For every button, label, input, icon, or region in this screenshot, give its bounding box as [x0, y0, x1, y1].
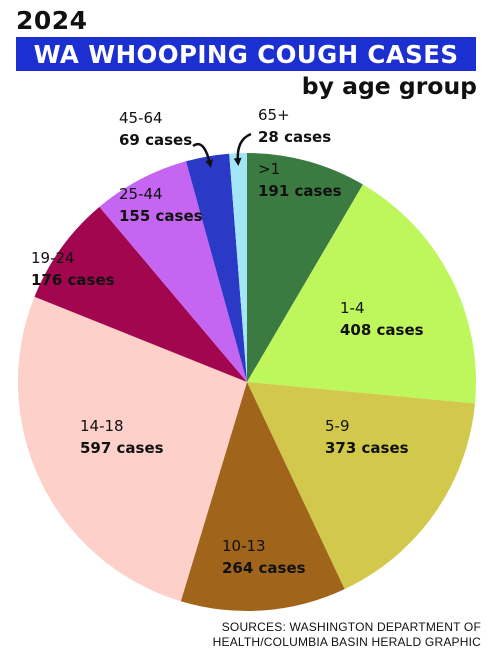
pie-slice-2544 [99, 161, 247, 382]
slice-category-label: 45-64 [119, 109, 163, 127]
pie-slice-14 [247, 184, 477, 404]
slice-category-label: 10-13 [222, 537, 266, 555]
slice-value-label: 408 cases [340, 321, 424, 339]
slice-value-label: 597 cases [80, 439, 164, 457]
slice-category-label: 1-4 [340, 299, 365, 317]
pie-slice-1013 [180, 382, 345, 611]
slice-value-label: 155 cases [119, 207, 203, 225]
pie-slice-1 [247, 153, 363, 382]
pie-slice-4564 [186, 153, 247, 382]
slice-value-label: 264 cases [222, 559, 306, 577]
pie-slice-1418 [17, 296, 248, 602]
slice-category-label: 25-44 [119, 185, 163, 203]
slice-value-label: 69 cases [119, 131, 192, 149]
slices-layer [17, 153, 477, 611]
slice-category-label: 14-18 [80, 417, 124, 435]
callout-arrow-65-plus [233, 132, 252, 166]
chart-subtitle: by age group [301, 72, 477, 100]
slice-value-label: 373 cases [325, 439, 409, 457]
pie-slice-59 [247, 382, 475, 590]
pie-slice-1924 [34, 206, 247, 382]
slice-value-label: 28 cases [258, 128, 331, 146]
chart-title: WA WHOOPING COUGH CASES [33, 39, 459, 69]
callout-arrow-45-64 [192, 142, 213, 168]
slice-value-label: 176 cases [31, 271, 115, 289]
source-line-2: HEALTH/COLUMBIA BASIN HERALD GRAPHIC [212, 634, 481, 649]
source-note: SOURCES: WASHINGTON DEPARTMENT OF HEALTH… [213, 620, 481, 649]
source-line-1: SOURCES: WASHINGTON DEPARTMENT OF [221, 620, 481, 634]
slice-category-label: >1 [258, 160, 280, 178]
pie-slice-65 [229, 153, 247, 382]
slice-labels: >1 191 cases 1-4 408 cases 5-9 373 cases 10-13… [31, 106, 424, 577]
slice-value-label: 191 cases [258, 182, 342, 200]
slice-category-label: 65+ [258, 106, 290, 124]
callout-arrows [192, 132, 252, 168]
slice-category-label: 19-24 [31, 249, 75, 267]
slice-category-label: 5-9 [325, 417, 350, 435]
chart-year: 2024 [16, 6, 88, 35]
title-banner: WA WHOOPING COUGH CASES [16, 37, 476, 71]
